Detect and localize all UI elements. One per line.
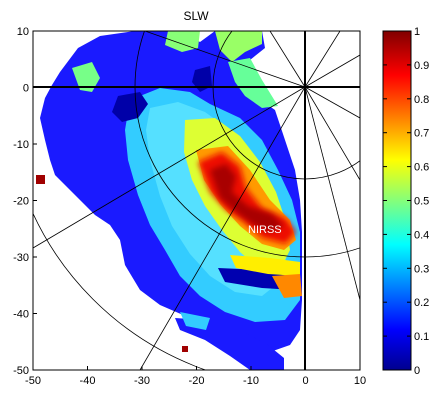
radial-9 bbox=[304, 86, 360, 301]
field-green-right bbox=[228, 58, 278, 108]
colorbar-tick-label: 0.8 bbox=[414, 94, 429, 106]
field-orange-lower bbox=[272, 274, 302, 298]
colorbar bbox=[382, 30, 412, 371]
radial-6 bbox=[304, 86, 360, 119]
x-tick-label: -40 bbox=[80, 375, 96, 387]
colorbar-tick-label: 0.9 bbox=[414, 60, 429, 72]
field-darkred-core bbox=[210, 164, 284, 232]
field-green-top bbox=[165, 31, 200, 52]
x-tick-label: -50 bbox=[25, 375, 41, 387]
y-tick-label: -30 bbox=[13, 252, 29, 264]
radial-8 bbox=[269, 31, 306, 88]
x-tick-label: -20 bbox=[189, 375, 205, 387]
colorbar-tick-label: 0.5 bbox=[414, 196, 429, 208]
x-tick-label: 10 bbox=[354, 375, 366, 387]
radial-4 bbox=[304, 86, 360, 181]
colorbar-tick-label: 1 bbox=[414, 26, 420, 38]
colorbar-axis: 1 0.9 0.8 0.7 0.6 0.5 0.4 0.3 0.2 0.1 0 bbox=[383, 26, 429, 377]
colorbar-tick-label: 0.4 bbox=[414, 229, 429, 241]
radial-5 bbox=[304, 54, 360, 88]
chart-title: SLW bbox=[183, 9, 209, 23]
radial-1 bbox=[139, 86, 306, 370]
field-bottom-cyan bbox=[180, 312, 210, 330]
colorbar-tick-label: 0.1 bbox=[414, 331, 429, 343]
y-tick-label: -50 bbox=[13, 365, 29, 377]
x-axis: -50 -40 -30 -20 -10 0 10 bbox=[25, 366, 366, 387]
y-tick-label: -20 bbox=[13, 196, 29, 208]
field-speck-left bbox=[36, 175, 45, 184]
x-tick-label: -30 bbox=[134, 375, 150, 387]
x-tick-label: -10 bbox=[243, 375, 259, 387]
radial-lines bbox=[33, 31, 360, 370]
field-yellow-lower bbox=[230, 255, 300, 276]
colorbar-tick-label: 0 bbox=[414, 365, 420, 377]
y-axis: 10 0 -10 -20 -30 -40 -50 bbox=[13, 26, 37, 377]
field-bottom-patch bbox=[175, 318, 284, 370]
nirss-label: NIRSS bbox=[248, 224, 282, 236]
radial-7 bbox=[304, 31, 341, 88]
y-tick-label: -40 bbox=[13, 309, 29, 321]
colorbar-tick-label: 0.2 bbox=[414, 297, 429, 309]
radial-3 bbox=[144, 31, 306, 88]
field-speck-bottom bbox=[182, 346, 188, 352]
y-tick-label: 10 bbox=[17, 26, 29, 38]
radial-2 bbox=[33, 86, 306, 249]
x-tick-label: 0 bbox=[302, 375, 308, 387]
colorbar-tick-label: 0.3 bbox=[414, 263, 429, 275]
y-tick-label: 0 bbox=[23, 83, 29, 95]
field-green-left bbox=[72, 62, 100, 92]
colorbar-tick-label: 0.7 bbox=[414, 128, 429, 140]
field-dark-streak-2 bbox=[192, 66, 212, 92]
colorbar-tick-label: 0.6 bbox=[414, 162, 429, 174]
y-tick-label: -10 bbox=[13, 139, 29, 151]
field-dark-streak-1 bbox=[112, 92, 148, 122]
